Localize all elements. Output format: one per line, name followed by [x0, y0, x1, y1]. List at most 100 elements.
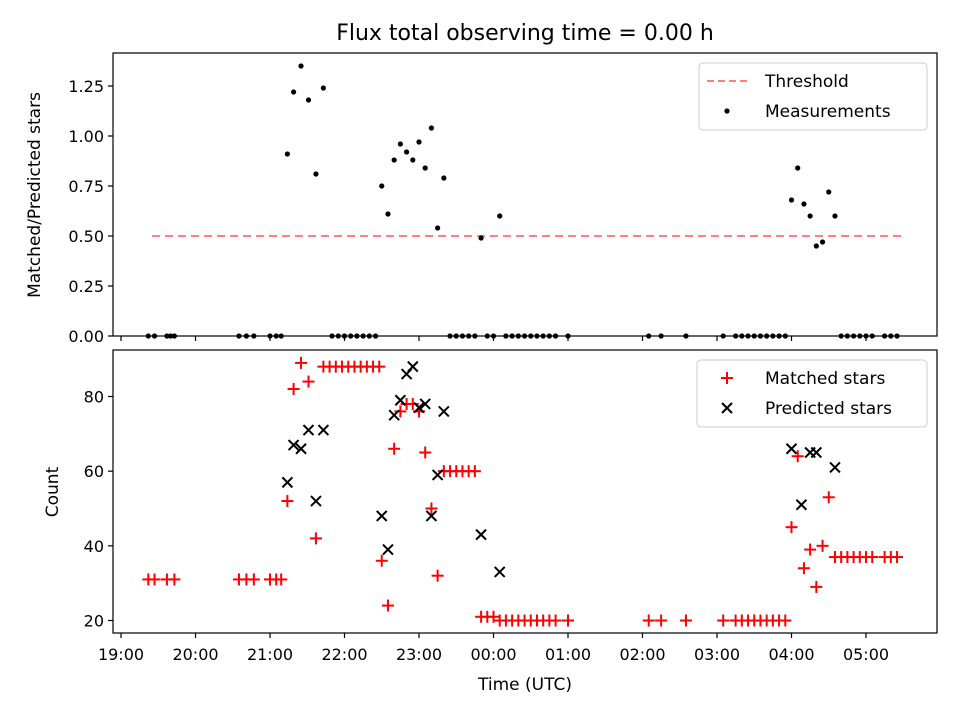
measurement-point [379, 183, 385, 189]
matched-star-point [247, 573, 260, 586]
x-axis-label: Time (UTC) [477, 675, 572, 695]
predicted-star-point [785, 443, 798, 455]
y-tick-label: 0.50 [68, 227, 104, 246]
measurement-point [298, 63, 304, 69]
predicted-star-point [394, 394, 407, 406]
x-tick-label: 01:00 [545, 645, 591, 664]
predicted-star-point [413, 401, 425, 414]
matched-star-point [275, 573, 288, 586]
x-tick-label: 05:00 [843, 645, 889, 664]
legend-label-matched-stars: Matched stars [765, 369, 885, 389]
matched-star-point [822, 491, 835, 504]
y-tick-label: 0.25 [68, 277, 104, 296]
matched-star-point [287, 383, 300, 396]
predicted-star-point [494, 566, 506, 578]
matched-star-point [468, 465, 481, 478]
matched-star-point [549, 614, 562, 627]
y-tick-label: 1.25 [68, 77, 104, 96]
legend-label-threshold: Threshold [764, 72, 849, 92]
measurement-point [441, 175, 447, 181]
matched-star-point [487, 610, 500, 623]
y-tick-label: 40 [84, 537, 104, 556]
matched-star-point [655, 614, 668, 627]
measurement-point [320, 85, 326, 91]
predicted-star-point [287, 439, 300, 451]
matched-star-point [309, 532, 322, 545]
measurement-point [397, 141, 403, 147]
measurement-point [410, 157, 416, 163]
x-tick-label: 20:00 [172, 645, 218, 664]
ratio-legend: Threshold Measurements [698, 62, 928, 131]
predicted-star-point [317, 424, 330, 436]
measurement-point [422, 165, 428, 171]
matched-star-point [866, 551, 879, 564]
ratio-x-ticks [120, 336, 867, 341]
matched-star-point [281, 495, 294, 508]
predicted-star-point [281, 476, 294, 489]
count-plot-frame [112, 349, 938, 634]
measurement-point [416, 139, 422, 145]
measurement-point [284, 151, 290, 157]
ratio-panel: Flux total observing time = 0.00 h Match… [25, 21, 938, 346]
matched-star-point [425, 502, 438, 515]
measurement-point [795, 165, 801, 171]
matched-star-point [148, 573, 161, 586]
matched-star-point [431, 569, 444, 582]
measurement-point [385, 211, 391, 217]
measurement-point [819, 239, 826, 245]
measurement-point [428, 125, 435, 131]
measurement-point [497, 213, 503, 219]
y-axis-label-count: Count [43, 466, 63, 517]
x-tick-label: 00:00 [470, 645, 516, 664]
matched-star-point [168, 573, 181, 586]
predicted-star-point [425, 510, 438, 522]
chart-title: Flux total observing time = 0.00 h [336, 21, 714, 46]
x-tick-label: 04:00 [768, 645, 814, 664]
measurement-point [801, 201, 807, 207]
measurement-point [478, 235, 484, 241]
measurement-point [807, 213, 813, 219]
ratio-y-ticks: 0.00 0.25 0.50 0.75 1.00 1.25 [68, 77, 113, 346]
count-x-ticks: 19:00 20:00 21:00 22:00 23:00 00:00 01:00 02:00… [98, 633, 889, 664]
predicted-star-point [295, 443, 307, 455]
matched-star-point [810, 580, 823, 593]
measurement-point [788, 197, 795, 203]
y-axis-label-ratio: Matched/Predicted stars [25, 92, 45, 298]
matched-star-point [791, 450, 804, 463]
predicted-star-point [382, 543, 394, 556]
measurements-legend-swatch [724, 108, 730, 114]
count-legend: Matched stars Predicted stars [696, 359, 928, 428]
legend-label-predicted-stars: Predicted stars [765, 399, 892, 419]
measurement-point [313, 171, 319, 177]
matched-star-point [891, 551, 904, 564]
y-tick-label: 0.00 [68, 327, 104, 346]
x-tick-label: 03:00 [694, 645, 740, 664]
y-tick-label: 60 [84, 462, 104, 481]
predicted-stars-legend-swatch [721, 402, 733, 414]
matched-star-point [785, 521, 798, 534]
matched-stars-legend-swatch [721, 372, 733, 384]
matched-star-point [373, 360, 386, 373]
matched-star-point [406, 397, 419, 410]
matched-star-point [295, 356, 308, 369]
count-marks [142, 356, 904, 627]
predicted-star-point [388, 409, 400, 421]
matched-star-point [394, 405, 407, 418]
ratio-plot-frame [112, 52, 938, 337]
matched-star-point [419, 446, 432, 459]
matched-star-point [388, 442, 401, 455]
x-tick-label: 22:00 [321, 645, 367, 664]
ratio-marks [145, 63, 904, 339]
measurement-point [305, 97, 312, 103]
predicted-star-point [302, 424, 315, 436]
matched-star-point [804, 543, 817, 556]
predicted-star-point [795, 499, 808, 511]
measurement-point [826, 189, 832, 195]
measurement-point [403, 149, 410, 155]
matched-star-point [717, 614, 730, 627]
matched-star-point [302, 375, 315, 388]
y-tick-label: 0.75 [68, 177, 104, 196]
x-tick-label: 21:00 [247, 645, 293, 664]
measurement-point [290, 89, 297, 95]
